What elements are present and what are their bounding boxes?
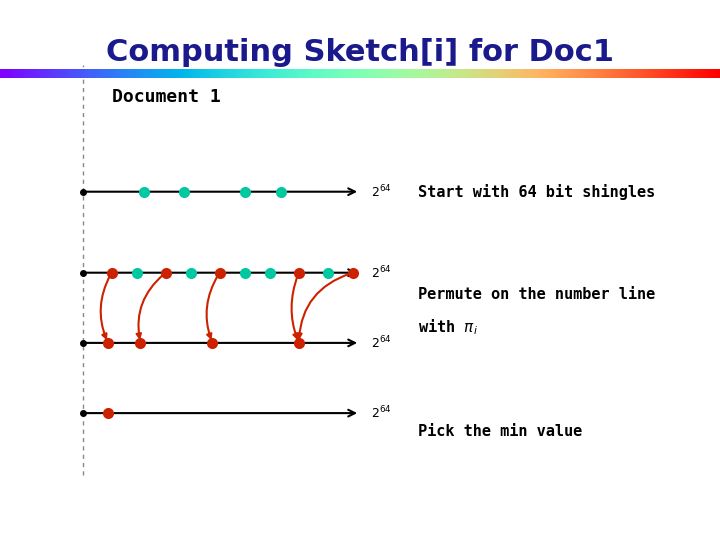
Text: Document 1: Document 1: [112, 88, 220, 106]
Text: Start with 64 bit shingles: Start with 64 bit shingles: [418, 184, 655, 200]
Text: Computing Sketch[i] for Doc1: Computing Sketch[i] for Doc1: [106, 38, 614, 67]
Text: $2^{64}$: $2^{64}$: [371, 265, 392, 281]
Text: Pick the min value: Pick the min value: [418, 424, 582, 440]
Text: $2^{64}$: $2^{64}$: [371, 335, 392, 351]
Text: Permute on the number line: Permute on the number line: [418, 287, 655, 302]
Text: with $\pi_i$: with $\pi_i$: [418, 317, 477, 336]
Text: $2^{64}$: $2^{64}$: [371, 184, 392, 200]
Text: $2^{64}$: $2^{64}$: [371, 405, 392, 421]
